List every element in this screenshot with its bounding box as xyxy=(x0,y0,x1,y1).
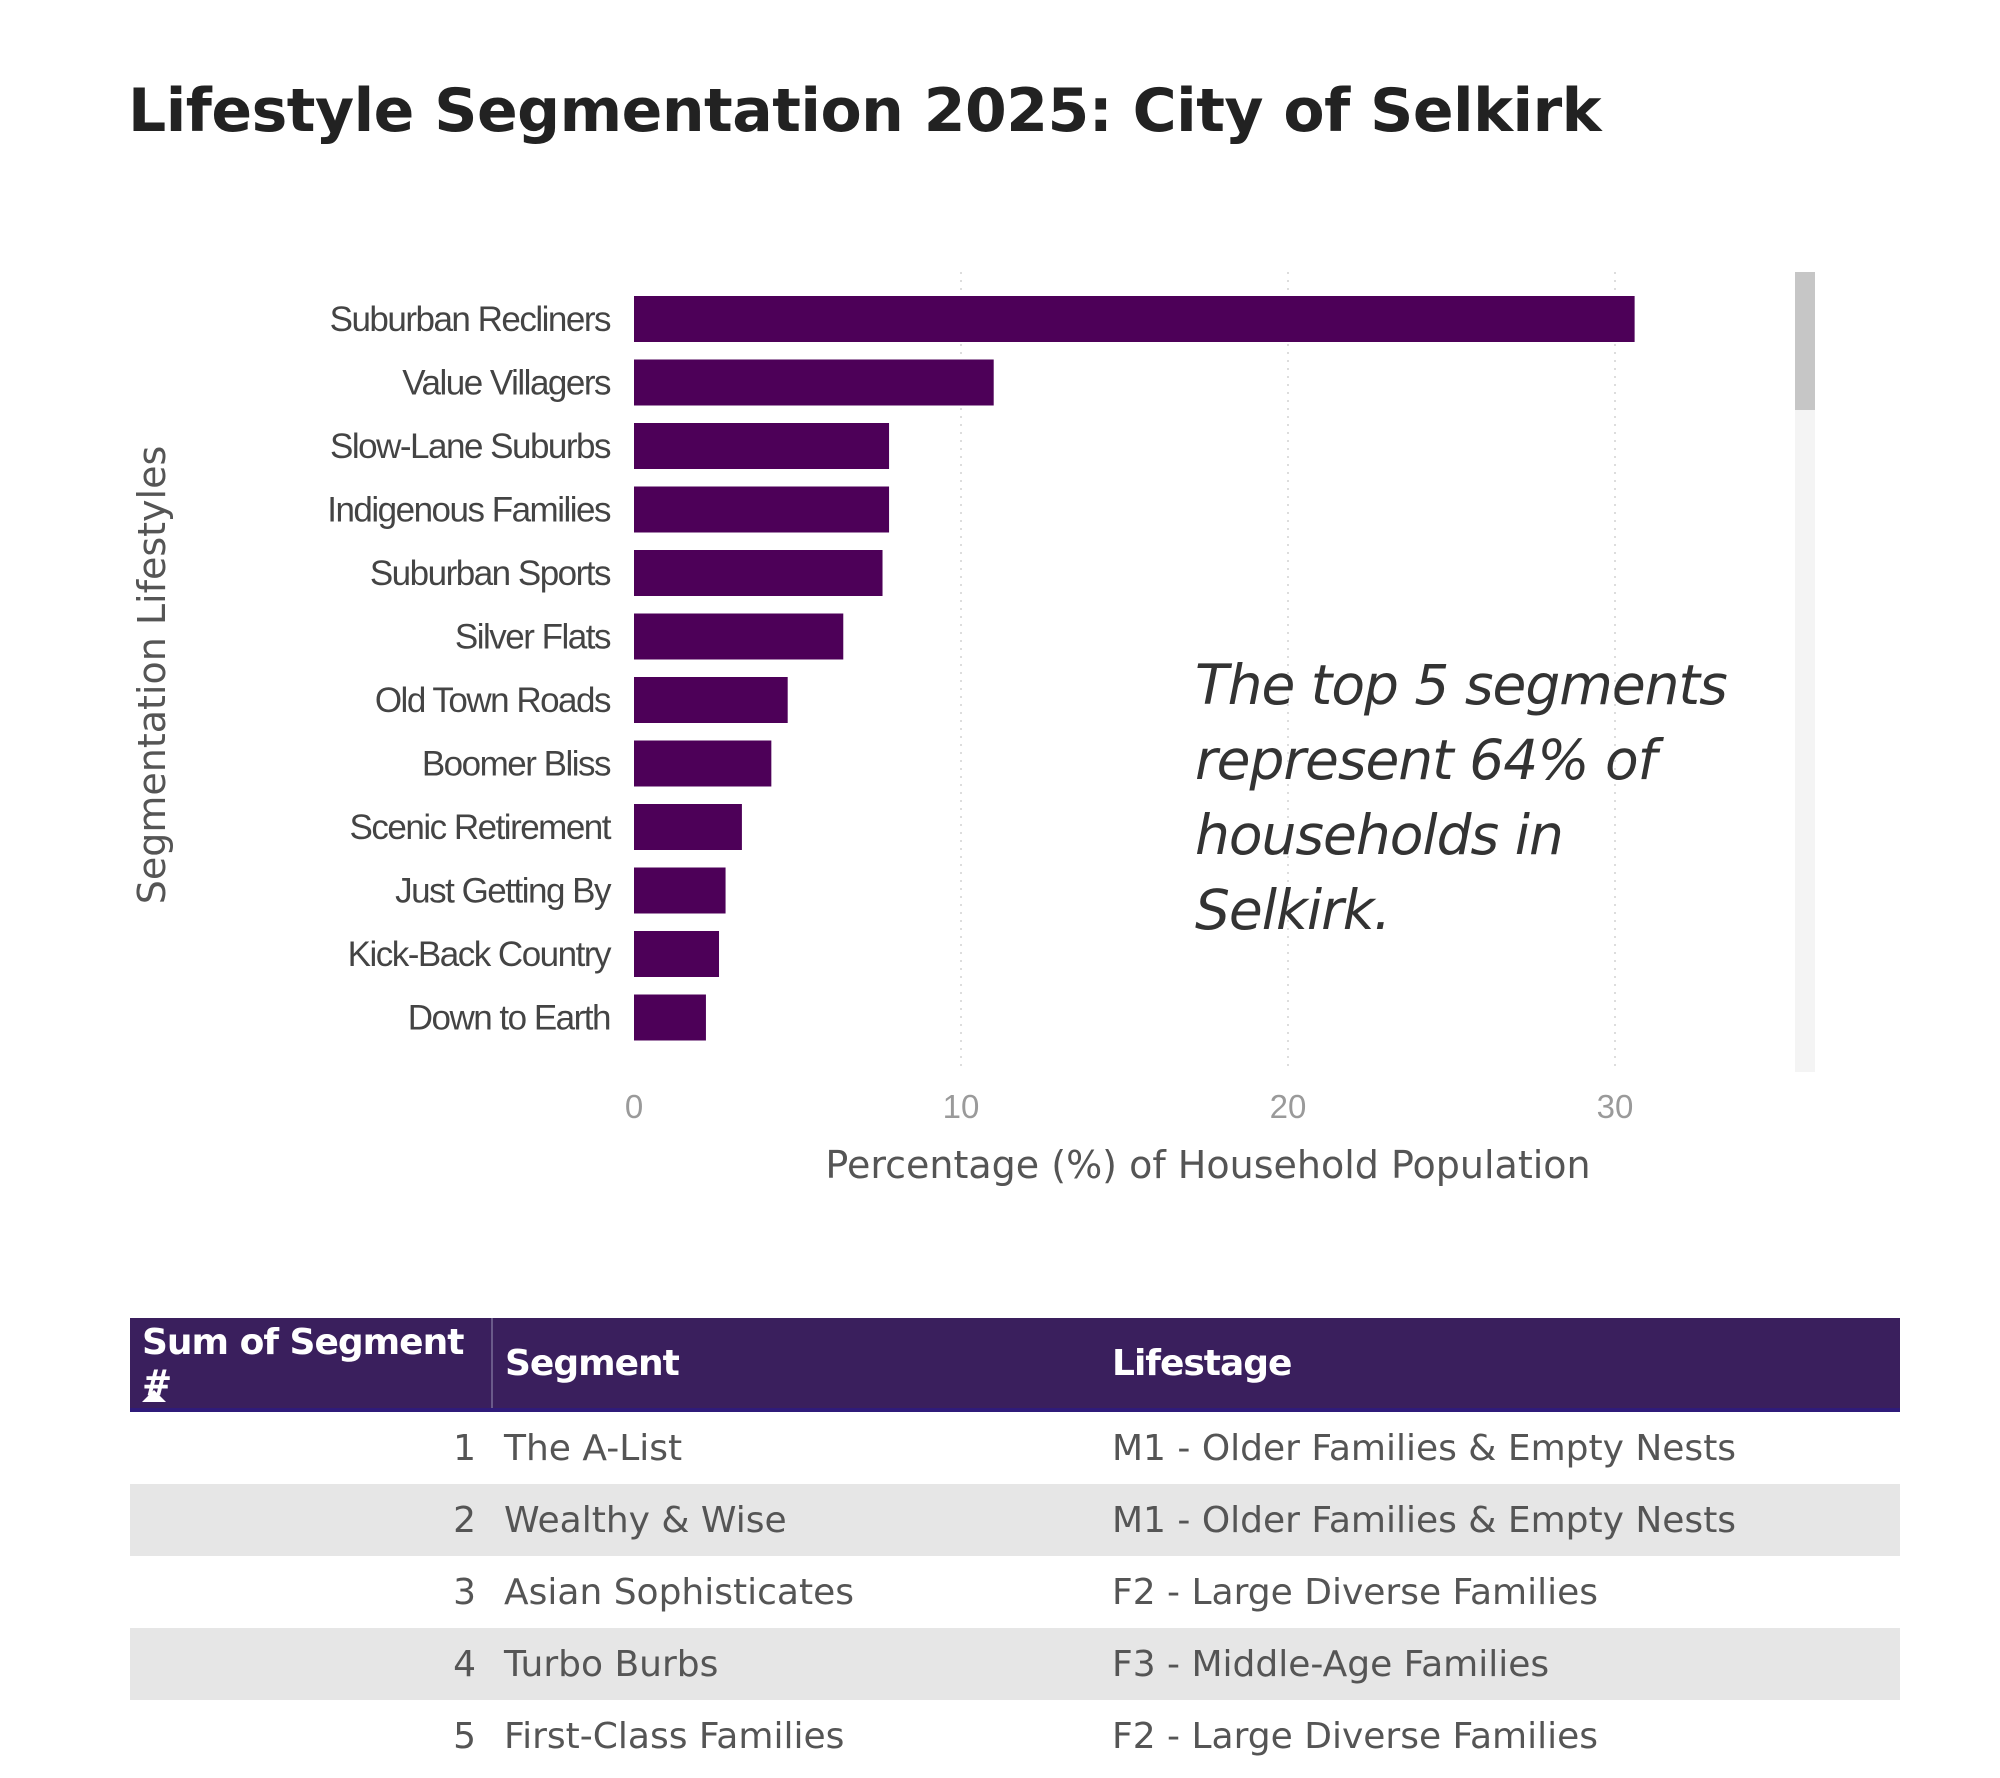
category-label: Suburban Sports xyxy=(370,554,611,593)
category-label: Boomer Bliss xyxy=(422,745,611,784)
column-header-sum-of-segment[interactable]: Sum of Segment # xyxy=(130,1318,493,1412)
bar-chart: Suburban Recliners Value Villagers Slow-La… xyxy=(130,272,1635,1187)
segment-number: 1 xyxy=(453,1427,476,1469)
x-tick-label: 20 xyxy=(1270,1088,1307,1125)
category-label: Down to Earth xyxy=(408,999,610,1038)
lifestage: F2 - Large Diverse Families xyxy=(1112,1715,1598,1757)
bar[interactable] xyxy=(634,613,844,660)
lifestage: F2 - Large Diverse Families xyxy=(1112,1571,1598,1613)
bar[interactable] xyxy=(634,994,706,1041)
category-label: Slow-Lane Suburbs xyxy=(330,427,611,466)
column-header-label: Segment xyxy=(505,1342,680,1384)
bar[interactable] xyxy=(634,359,994,406)
column-header-label: Sum of Segment # xyxy=(142,1322,464,1404)
table-row: 2 Wealthy & Wise M1 - Older Families & E… xyxy=(130,1484,1900,1556)
segment-name: Turbo Burbs xyxy=(504,1643,719,1685)
x-tick-label: 0 xyxy=(625,1088,643,1125)
column-header-label: Lifestage xyxy=(1112,1342,1292,1384)
bar[interactable] xyxy=(634,931,720,977)
bars xyxy=(634,296,1635,1041)
x-axis-title: Percentage (%) of Household Population xyxy=(825,1143,1590,1187)
segment-table: Sum of Segment # Segment Lifestage 1 The… xyxy=(130,1318,1900,1772)
lifestage: F3 - Middle-Age Families xyxy=(1112,1643,1550,1685)
chart-scrollbar[interactable] xyxy=(1795,272,1815,1072)
table-header-row: Sum of Segment # Segment Lifestage xyxy=(130,1318,1900,1412)
x-tick-label: 30 xyxy=(1597,1088,1634,1125)
table-row: 4 Turbo Burbs F3 - Middle-Age Families xyxy=(130,1628,1900,1700)
segment-number: 4 xyxy=(453,1643,476,1685)
segment-number: 3 xyxy=(453,1571,476,1613)
page-title: Lifestyle Segmentation 2025: City of Sel… xyxy=(128,76,1602,146)
category-label: Old Town Roads xyxy=(375,681,611,720)
bar[interactable] xyxy=(634,423,890,469)
category-label: Kick-Back Country xyxy=(348,935,612,974)
table-row: 3 Asian Sophisticates F2 - Large Diverse… xyxy=(130,1556,1900,1628)
x-tick-label: 10 xyxy=(943,1088,980,1125)
segment-name: Wealthy & Wise xyxy=(504,1499,787,1541)
column-header-lifestage[interactable]: Lifestage xyxy=(1100,1318,1900,1412)
bar[interactable] xyxy=(634,867,726,914)
bar[interactable] xyxy=(634,677,788,723)
bar[interactable] xyxy=(634,296,1635,342)
bar[interactable] xyxy=(634,804,742,850)
lifestage: M1 - Older Families & Empty Nests xyxy=(1112,1499,1737,1541)
bar[interactable] xyxy=(634,740,772,787)
segment-name: Asian Sophisticates xyxy=(504,1571,854,1613)
bar[interactable] xyxy=(634,550,883,596)
category-label: Just Getting By xyxy=(395,872,612,911)
gridlines xyxy=(960,272,1616,1072)
table-row: 5 First-Class Families F2 - Large Divers… xyxy=(130,1700,1900,1772)
column-header-segment[interactable]: Segment xyxy=(492,1318,1100,1412)
category-labels: Suburban Recliners Value Villagers Slow-La… xyxy=(327,300,613,1038)
category-label: Scenic Retirement xyxy=(350,808,612,847)
category-label: Suburban Recliners xyxy=(330,300,611,339)
category-label: Value Villagers xyxy=(402,364,611,403)
chart-scrollbar-thumb[interactable] xyxy=(1795,272,1815,410)
x-tick-labels: 0 10 20 30 xyxy=(625,1088,1634,1125)
segment-name: The A-List xyxy=(504,1427,683,1469)
lifestage: M1 - Older Families & Empty Nests xyxy=(1112,1427,1737,1469)
category-label: Silver Flats xyxy=(455,618,611,657)
sort-ascending-icon xyxy=(142,1390,166,1402)
segment-number: 2 xyxy=(453,1499,476,1541)
category-label: Indigenous Families xyxy=(327,491,611,530)
bar[interactable] xyxy=(634,486,890,533)
table-row: 1 The A-List M1 - Older Families & Empty… xyxy=(130,1410,1900,1484)
segment-number: 5 xyxy=(453,1715,476,1757)
y-axis-title: Segmentation Lifestyles xyxy=(130,446,174,905)
annotation-text: The top 5 segments represent 64% of hous… xyxy=(1195,653,1728,942)
segment-name: First-Class Families xyxy=(504,1715,845,1757)
